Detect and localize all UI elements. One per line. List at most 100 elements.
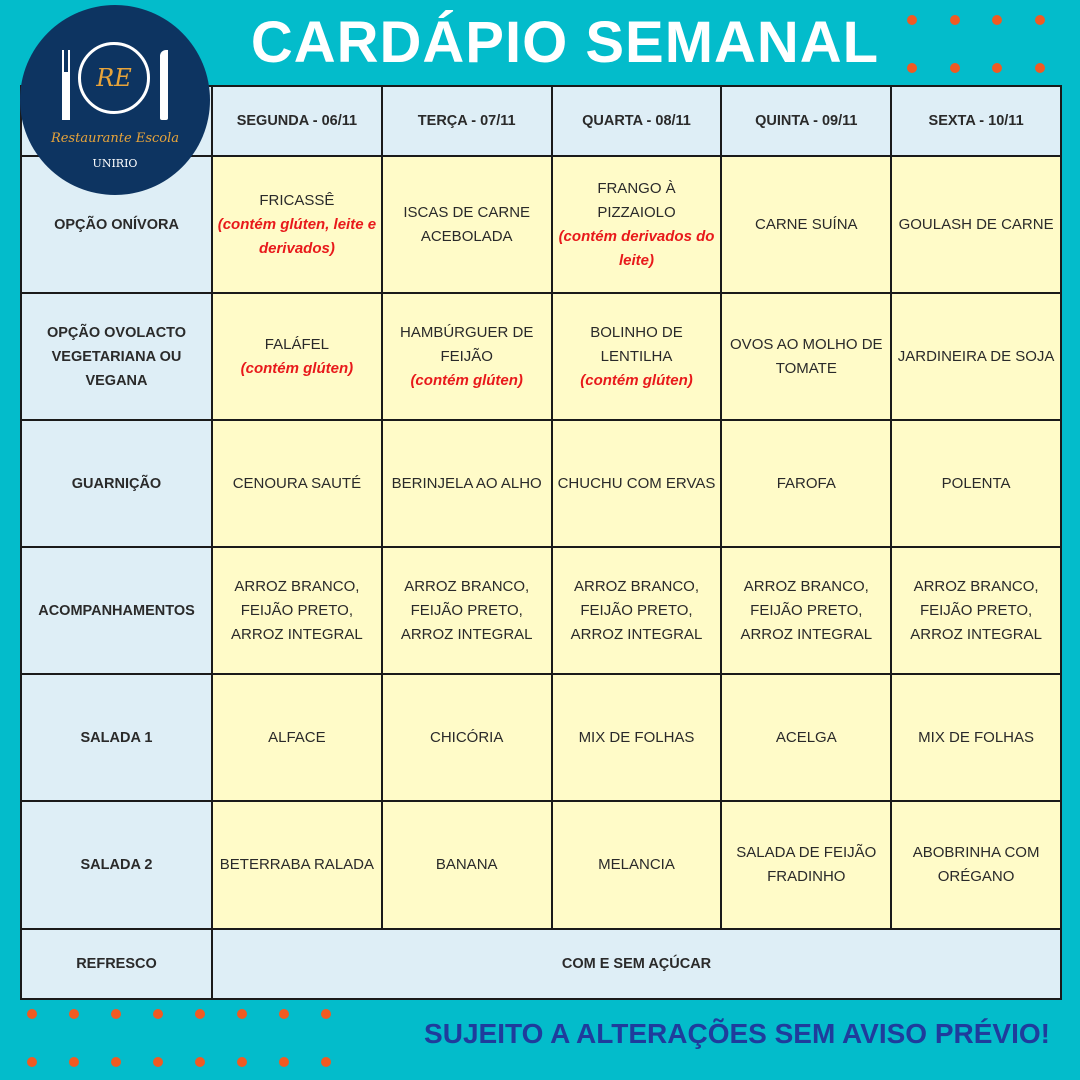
menu-cell: ARROZ BRANCO, FEIJÃO PRETO, ARROZ INTEGR… bbox=[890, 546, 1062, 675]
allergen-note: (contém glúten) bbox=[410, 371, 523, 389]
dot bbox=[321, 1057, 331, 1067]
dish-name: OVOS AO MOLHO DE TOMATE bbox=[730, 335, 883, 377]
menu-cell: OVOS AO MOLHO DE TOMATE bbox=[720, 292, 893, 421]
dish-name: CENOURA SAUTÉ bbox=[232, 474, 362, 492]
logo-institution: UNIRIO bbox=[92, 157, 138, 170]
menu-cell: MIX DE FOLHAS bbox=[550, 673, 723, 802]
dot bbox=[237, 1057, 247, 1067]
dish-name: CHUCHU COM ERVAS bbox=[557, 474, 716, 492]
dish-name: CARNE SUÍNA bbox=[755, 215, 858, 233]
dot bbox=[1035, 15, 1045, 25]
menu-cell: ARROZ BRANCO, FEIJÃO PRETO, ARROZ INTEGR… bbox=[550, 546, 723, 675]
dish-name: SALADA DE FEIJÃO FRADINHO bbox=[736, 844, 877, 885]
menu-table: SEGUNDA - 06/11 TERÇA - 07/11 QUARTA - 08/… bbox=[20, 85, 1062, 1000]
refresco-row: REFRESCO COM E SEM AÇÚCAR bbox=[20, 928, 1062, 1000]
dot bbox=[950, 63, 960, 73]
dot bbox=[907, 15, 917, 25]
menu-cell: GOULASH DE CARNE bbox=[890, 155, 1062, 294]
day-header: SEGUNDA - 06/11 bbox=[211, 85, 383, 157]
dish-name: FRICASSÊ bbox=[259, 191, 335, 209]
dish-name: MIX DE FOLHAS bbox=[578, 728, 695, 746]
row-label: SALADA 1 bbox=[20, 673, 213, 802]
menu-cell: FRANGO À PIZZAIOLO (contém derivados do l… bbox=[550, 155, 723, 294]
dish-name: CHICÓRIA bbox=[430, 728, 504, 746]
dish-name: BERINJELA AO ALHO bbox=[391, 474, 542, 492]
dot bbox=[195, 1009, 205, 1019]
dot bbox=[321, 1009, 331, 1019]
row-label: REFRESCO bbox=[20, 928, 213, 1000]
dish-name: ARROZ BRANCO, FEIJÃO PRETO, ARROZ INTEGR… bbox=[910, 577, 1042, 643]
menu-cell: BANANA bbox=[380, 800, 553, 930]
dot bbox=[69, 1057, 79, 1067]
menu-cell: ACELGA bbox=[720, 673, 893, 802]
dish-name: JARDINEIRA DE SOJA bbox=[897, 347, 1055, 365]
disclaimer: SUJEITO A ALTERAÇÕES SEM AVISO PRÉVIO! bbox=[424, 1018, 1050, 1049]
dot bbox=[907, 63, 917, 73]
menu-cell: BERINJELA AO ALHO bbox=[380, 419, 553, 548]
dot bbox=[195, 1057, 205, 1067]
dot bbox=[1035, 63, 1045, 73]
dish-name: ARROZ BRANCO, FEIJÃO PRETO, ARROZ INTEGR… bbox=[400, 577, 533, 643]
dish-name: HAMBÚRGUER DE FEIJÃO bbox=[400, 323, 534, 365]
dot bbox=[111, 1057, 121, 1067]
fork-icon bbox=[62, 50, 70, 120]
menu-cell: CHICÓRIA bbox=[380, 673, 553, 802]
dot bbox=[153, 1009, 163, 1019]
knife-icon bbox=[160, 50, 168, 120]
dish-name: ABOBRINHA COM ORÉGANO bbox=[912, 844, 1040, 885]
restaurant-logo: RE Restaurante Escola UNIRIO bbox=[20, 5, 210, 195]
dish-name: BOLINHO DE LENTILHA bbox=[590, 323, 683, 365]
dish-name: FALÁFEL bbox=[264, 335, 329, 353]
logo-initials: RE bbox=[96, 64, 132, 92]
dish-name: ARROZ BRANCO, FEIJÃO PRETO, ARROZ INTEGR… bbox=[570, 577, 703, 643]
dot bbox=[992, 15, 1002, 25]
table-row: OPÇÃO ONÍVORA FRICASSÊ (contém glúten, lei… bbox=[20, 155, 1062, 294]
dish-name: ARROZ BRANCO, FEIJÃO PRETO, ARROZ INTEGR… bbox=[231, 577, 363, 643]
menu-cell: CARNE SUÍNA bbox=[720, 155, 893, 294]
row-label: GUARNIÇÃO bbox=[20, 419, 213, 548]
menu-cell: BOLINHO DE LENTILHA (contém glúten) bbox=[550, 292, 723, 421]
menu-cell: MELANCIA bbox=[550, 800, 723, 930]
menu-cell: ALFACE bbox=[211, 673, 383, 802]
row-label: SALADA 2 bbox=[20, 800, 213, 930]
allergen-note: (contém glúten, leite e derivados) bbox=[217, 215, 377, 257]
refresco-value: COM E SEM AÇÚCAR bbox=[211, 928, 1062, 1000]
menu-cell: SALADA DE FEIJÃO FRADINHO bbox=[720, 800, 893, 930]
menu-cell: FAROFA bbox=[720, 419, 893, 548]
menu-cell: POLENTA bbox=[890, 419, 1062, 548]
row-label: OPÇÃO OVOLACTO VEGETARIANA OU VEGANA bbox=[20, 292, 213, 421]
dot bbox=[69, 1009, 79, 1019]
logo-name: Restaurante Escola bbox=[50, 131, 180, 146]
dot bbox=[237, 1009, 247, 1019]
allergen-note: (contém glúten) bbox=[240, 359, 354, 377]
page-title: CARDÁPIO SEMANAL bbox=[250, 10, 880, 75]
dish-name: ACELGA bbox=[775, 728, 837, 746]
menu-cell: MIX DE FOLHAS bbox=[890, 673, 1062, 802]
table-row: OPÇÃO OVOLACTO VEGETARIANA OU VEGANA FALÁ… bbox=[20, 292, 1062, 421]
menu-cell: FALÁFEL (contém glúten) bbox=[211, 292, 383, 421]
menu-cell: ARROZ BRANCO, FEIJÃO PRETO, ARROZ INTEGR… bbox=[211, 546, 383, 675]
table-row: SALADA 2 BETERRABA RALADA BANANA MELANCIA SA… bbox=[20, 800, 1062, 930]
menu-cell: HAMBÚRGUER DE FEIJÃO (contém glúten) bbox=[380, 292, 553, 421]
menu-cell: ARROZ BRANCO, FEIJÃO PRETO, ARROZ INTEGR… bbox=[380, 546, 553, 675]
row-label: ACOMPANHAMENTOS bbox=[20, 546, 213, 675]
day-header: SEXTA - 10/11 bbox=[890, 85, 1062, 157]
allergen-note: (contém derivados do leite) bbox=[558, 227, 715, 269]
dish-name: POLENTA bbox=[941, 474, 1011, 492]
table-row: GUARNIÇÃO CENOURA SAUTÉ BERINJELA AO ALHO C… bbox=[20, 419, 1062, 548]
menu-cell: BETERRABA RALADA bbox=[211, 800, 383, 930]
dish-name: BETERRABA RALADA bbox=[219, 856, 374, 873]
dish-name: ALFACE bbox=[268, 728, 326, 746]
dot bbox=[950, 15, 960, 25]
menu-cell: ISCAS DE CARNE ACEBOLADA bbox=[380, 155, 553, 294]
dish-name: GOULASH DE CARNE bbox=[898, 215, 1054, 233]
row-label: OPÇÃO ONÍVORA bbox=[20, 155, 213, 294]
table-row: SALADA 1 ALFACE CHICÓRIA MIX DE FOLHAS ACELG… bbox=[20, 673, 1062, 802]
menu-cell: FRICASSÊ (contém glúten, leite e derivado… bbox=[211, 155, 383, 294]
dish-name: MIX DE FOLHAS bbox=[918, 728, 1035, 746]
dot bbox=[111, 1009, 121, 1019]
dot bbox=[279, 1057, 289, 1067]
menu-cell: CENOURA SAUTÉ bbox=[211, 419, 383, 548]
dish-name: FRANGO À PIZZAIOLO bbox=[597, 179, 676, 221]
menu-cell: ARROZ BRANCO, FEIJÃO PRETO, ARROZ INTEGR… bbox=[720, 546, 893, 675]
